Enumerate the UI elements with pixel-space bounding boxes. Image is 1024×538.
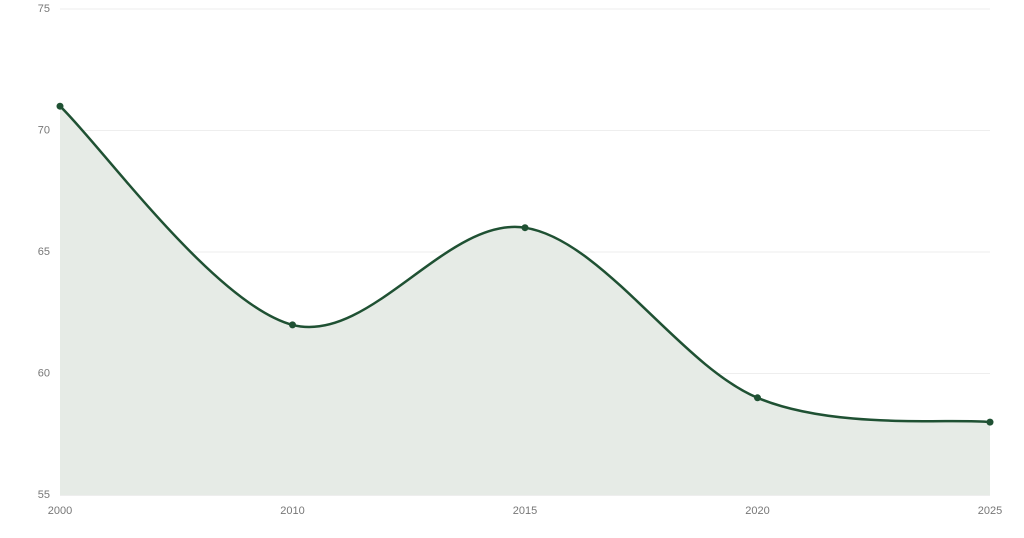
x-tick-label: 2025 [978,505,1002,517]
x-tick-label: 2015 [513,505,537,517]
y-tick-label: 60 [38,367,50,379]
x-tick-label: 2000 [48,505,72,517]
x-tick-label: 2020 [745,505,769,517]
y-tick-label: 65 [38,246,50,258]
y-tick-label: 55 [38,489,50,501]
point [521,224,529,232]
line [59,105,991,424]
point [289,321,296,329]
y-tick-label: 75 [38,3,50,15]
point [754,394,761,402]
point [986,418,994,426]
x-tick-label: 2010 [280,505,304,517]
area [60,106,990,495]
y-tick-label: 70 [38,124,50,136]
point [56,102,64,110]
